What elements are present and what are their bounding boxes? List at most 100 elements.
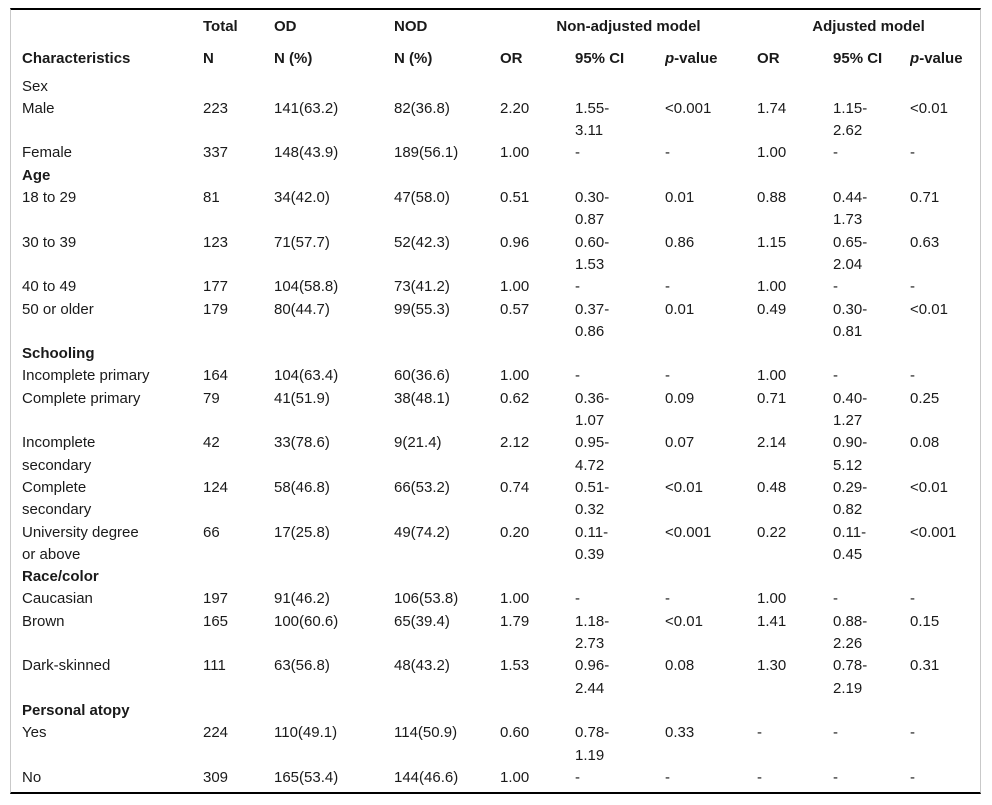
characteristics-header: Characteristics: [22, 50, 131, 68]
cell: 47(58.0): [394, 189, 450, 207]
row-label: Complete secondary: [22, 478, 92, 519]
cell: <0.001: [665, 523, 712, 541]
or-header-nonadjusted: OR: [500, 50, 523, 68]
cell: <0.01: [910, 478, 948, 496]
cell: 0.44- 1.73: [833, 189, 868, 229]
cell: -: [665, 278, 670, 296]
cell: -: [757, 724, 763, 742]
cell: 0.95- 4.72: [575, 434, 610, 474]
cell: -: [833, 768, 839, 786]
row-label: Brown: [22, 612, 65, 630]
cell: <0.001: [910, 523, 957, 541]
cell: 0.08: [665, 657, 695, 675]
cell: 0.22: [757, 523, 787, 541]
cell: 0.51- 0.32: [575, 478, 610, 519]
cell: 111: [203, 657, 226, 675]
table-row: Incomplete primary 164 104(63.4) 60(36.6) 1.…: [11, 365, 980, 387]
cell: -: [910, 367, 916, 385]
cell: 73(41.2): [394, 278, 450, 296]
cell: 41(51.9): [274, 389, 330, 407]
cell: 1.55- 3.11: [575, 99, 610, 140]
section-row: Sex: [11, 76, 980, 98]
cell: <0.01: [665, 478, 703, 496]
cell: 2.12: [500, 434, 530, 452]
cell: 0.78- 1.19: [575, 724, 610, 764]
or-header-adjusted: OR: [757, 50, 780, 68]
ci-header-nonadjusted: 95% CI: [575, 50, 625, 68]
cell: 106(53.8): [394, 590, 459, 608]
cell: 0.33: [665, 724, 695, 742]
cell: 0.40- 1.27: [833, 389, 868, 430]
cell: -: [575, 768, 580, 786]
column-header-row: Characteristics N N (%) N (%) OR 95% CI …: [11, 43, 980, 75]
row-label: Complete primary: [22, 389, 141, 407]
cell: 0.15: [910, 612, 940, 630]
cell: -: [575, 144, 580, 162]
cell: <0.001: [665, 99, 712, 117]
section-row: Age: [11, 165, 980, 187]
cell: 0.01: [665, 300, 695, 318]
section-label: Personal atopy: [22, 701, 130, 719]
cell: -: [833, 724, 839, 742]
row-label: 40 to 49: [22, 278, 77, 296]
cell: 164: [203, 367, 229, 385]
cell: 0.71: [757, 389, 787, 407]
cell: 1.79: [500, 612, 530, 630]
table-row: Female 337 148(43.9) 189(56.1) 1.00 - - 1.00 - -: [11, 142, 980, 164]
cell: 1.00: [500, 278, 530, 296]
cell: 148(43.9): [274, 144, 339, 162]
cell: 309: [203, 768, 229, 786]
n-pct-nod-header: N (%): [394, 50, 433, 68]
table-row: Male 223 141(63.2) 82(36.8) 2.20 1.55- 3.11 <0…: [11, 98, 980, 143]
cell: <0.01: [910, 300, 948, 318]
cell: 33(78.6): [274, 434, 330, 452]
cell: 0.30- 0.87: [575, 189, 610, 229]
p-rest: -value: [674, 50, 718, 68]
table-row: University degree or above 66 17(25.8) 49(7…: [11, 522, 980, 567]
cell: 110(49.1): [274, 724, 338, 742]
table-row: Dark-skinned 111 63(56.8) 48(43.2) 1.53 0.96-…: [11, 655, 980, 700]
cell: <0.01: [910, 99, 948, 117]
section-label: Sex: [22, 77, 48, 95]
cell: 1.18- 2.73: [575, 612, 610, 653]
cell: 0.30- 0.81: [833, 300, 868, 340]
cell: -: [910, 590, 916, 608]
cell: 63(56.8): [274, 657, 330, 675]
cell: 71(57.7): [274, 233, 330, 251]
cell: 0.49: [757, 300, 787, 318]
cell: -: [665, 590, 670, 608]
cell: 0.36- 1.07: [575, 389, 610, 430]
table-row: No 309 165(53.4) 144(46.6) 1.00 - - - - -: [11, 767, 980, 789]
row-label: 18 to 29: [22, 189, 77, 207]
cell: -: [833, 367, 839, 385]
cell: 0.11- 0.39: [575, 523, 609, 563]
cell: 99(55.3): [394, 300, 450, 318]
cell: 1.00: [500, 590, 530, 608]
cell: 0.20: [500, 523, 530, 541]
results-table: Total OD NOD Non-adjusted model Adjusted…: [11, 10, 980, 789]
cell: 189(56.1): [394, 144, 459, 162]
table-row: 50 or older 179 80(44.7) 99(55.3) 0.57 0.37- …: [11, 299, 980, 344]
cell: 104(58.8): [274, 278, 339, 296]
cell: 1.30: [757, 657, 787, 675]
cell: 49(74.2): [394, 523, 450, 541]
table-header: Total OD NOD Non-adjusted model Adjusted…: [11, 10, 980, 76]
cell: 0.62: [500, 389, 530, 407]
cell: -: [910, 768, 916, 786]
row-label: Male: [22, 99, 55, 117]
cell: 337: [203, 144, 229, 162]
group-header-row: Total OD NOD Non-adjusted model Adjusted…: [11, 10, 980, 43]
cell: 104(63.4): [274, 367, 339, 385]
non-adjusted-model-header: Non-adjusted model: [556, 18, 701, 35]
cell: 1.00: [757, 144, 787, 162]
section-row: Schooling: [11, 343, 980, 365]
cell: 80(44.7): [274, 300, 330, 318]
cell: -: [757, 768, 763, 786]
cell: 79: [203, 389, 220, 407]
cell: 0.31: [910, 657, 940, 675]
cell: 0.09: [665, 389, 695, 407]
cell: 38(48.1): [394, 389, 450, 407]
cell: 1.00: [500, 144, 530, 162]
nod-header: NOD: [394, 18, 428, 35]
row-label: University degree or above: [22, 523, 139, 563]
